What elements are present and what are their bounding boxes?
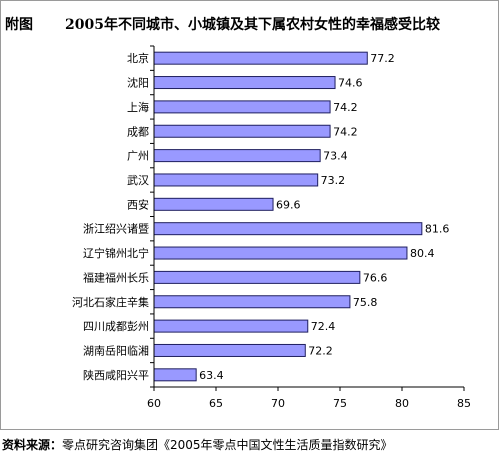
bar	[153, 100, 331, 114]
value-label: 74.6	[338, 77, 363, 90]
bar	[153, 51, 368, 65]
bar-chart: 北京沈阳上海成都广州武汉西安浙江绍兴诸暨辽宁锦州北宁福建福州长乐河北石家庄辛集四…	[72, 45, 471, 410]
value-label: 80.4	[410, 247, 435, 260]
bar	[153, 343, 306, 357]
chart-title: 2005年不同城市、小城镇及其下属农村女性的幸福感受比较	[65, 17, 440, 33]
value-label: 76.6	[363, 271, 388, 284]
category-label: 湖南岳阳临湘	[83, 343, 149, 357]
category-label: 河北石家庄辛集	[72, 295, 149, 309]
bar	[153, 319, 309, 333]
bar	[153, 76, 336, 90]
figure-tag: 附图	[5, 17, 33, 33]
bar	[153, 124, 331, 138]
value-label: 74.2	[333, 125, 358, 138]
bar	[153, 149, 321, 163]
value-label: 81.6	[425, 223, 450, 236]
category-label: 浙江绍兴诸暨	[83, 222, 149, 236]
category-label: 沈阳	[127, 76, 149, 90]
category-label: 北京	[127, 51, 149, 65]
x-tick-label: 60	[147, 397, 161, 410]
category-label: 武汉	[127, 174, 149, 187]
category-label: 西安	[127, 197, 149, 211]
value-labels: 77.2 74.6 74.2 74.2 73.4 73.2 69.6 81.6 80.4 76.6…	[199, 52, 449, 382]
category-label: 辽宁锦州北宁	[83, 246, 149, 260]
x-axis: 60 65 70 75 80 85	[147, 386, 471, 410]
bar	[153, 246, 408, 260]
x-tick-label: 80	[395, 397, 409, 410]
category-label: 上海	[127, 100, 149, 114]
x-tick-label: 75	[333, 397, 347, 410]
value-label: 72.4	[311, 320, 336, 333]
value-label: 77.2	[370, 52, 395, 65]
category-label: 广州	[127, 150, 149, 163]
category-label: 四川成都彭州	[83, 319, 149, 333]
bars	[153, 51, 423, 382]
bar	[153, 197, 274, 211]
category-label: 成都	[127, 125, 149, 138]
x-tick-label: 70	[271, 397, 285, 410]
source-note: 资料来源：零点研究咨询集团《2005年零点中国文性生活质量指数研究》	[2, 436, 393, 453]
bar	[153, 173, 319, 187]
value-label: 74.2	[333, 101, 358, 114]
source-text: 零点研究咨询集团《2005年零点中国文性生活质量指数研究》	[62, 438, 393, 452]
value-label: 73.4	[323, 150, 348, 163]
bar	[153, 270, 361, 284]
bar	[153, 222, 423, 236]
value-label: 63.4	[199, 369, 224, 382]
value-label: 69.6	[276, 198, 301, 211]
x-tick-label: 65	[209, 397, 223, 410]
category-labels: 北京沈阳上海成都广州武汉西安浙江绍兴诸暨辽宁锦州北宁福建福州长乐河北石家庄辛集四…	[72, 51, 149, 382]
chart-frame: 附图 2005年不同城市、小城镇及其下属农村女性的幸福感受比较 北京沈阳上海成都…	[0, 0, 499, 430]
value-label: 72.2	[308, 344, 333, 357]
value-label: 75.8	[353, 296, 378, 309]
bar	[153, 295, 351, 309]
value-label: 73.2	[321, 174, 346, 187]
y-axis	[150, 45, 155, 388]
source-label: 资料来源：	[2, 438, 63, 452]
category-label: 福建福州长乐	[83, 270, 149, 284]
bar	[153, 368, 197, 382]
x-tick-label: 85	[457, 397, 471, 410]
category-label: 陕西咸阳兴平	[83, 368, 149, 382]
